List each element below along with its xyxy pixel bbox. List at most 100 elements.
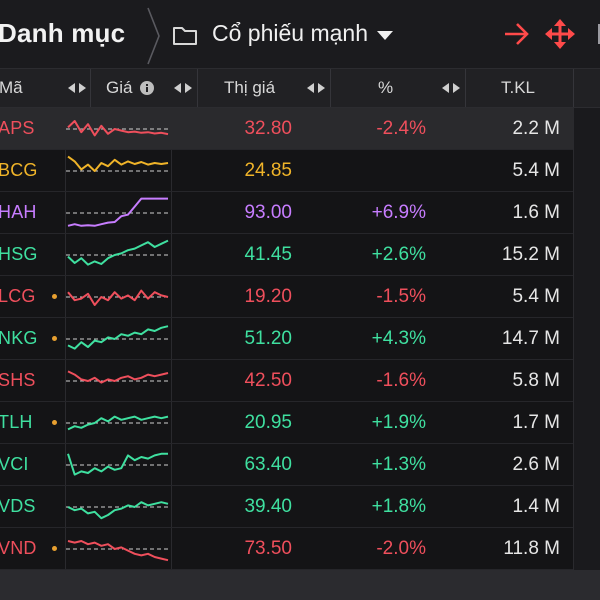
price-sparkline <box>66 370 170 384</box>
sparkline-path <box>67 415 169 431</box>
more-icon[interactable] <box>590 18 600 50</box>
alert-dot-icon <box>52 420 57 425</box>
row-price: 19.20 <box>244 286 292 307</box>
row-price: 93.00 <box>244 202 292 223</box>
row-volume: 1.7 M <box>512 412 560 433</box>
price-sparkline <box>66 289 170 306</box>
alert-dot-icon <box>52 546 57 551</box>
table-row[interactable]: SHS 42.50 -1.6% 5.8 M <box>0 360 600 402</box>
sparkline-path <box>67 155 169 172</box>
row-change: +4.3% <box>371 328 426 349</box>
sparkline-path <box>67 370 169 384</box>
column-divider <box>465 69 466 107</box>
row-price: 42.50 <box>244 370 292 391</box>
price-sparkline <box>66 540 170 562</box>
column-header-volume[interactable]: T.KL <box>501 78 536 97</box>
move-icon[interactable] <box>544 18 576 50</box>
row-change: +1.8% <box>371 496 426 517</box>
row-price: 63.40 <box>244 454 292 475</box>
row-price: 32.80 <box>244 118 292 139</box>
table-row[interactable]: LCG 19.20 -1.5% 5.4 M <box>0 276 600 318</box>
table-row[interactable]: HAH 93.00 +6.9% 1.6 M <box>0 192 600 234</box>
row-symbol: VDS <box>0 496 36 516</box>
column-header-price[interactable]: Thị giá <box>224 78 276 97</box>
row-symbol: VND <box>0 538 37 558</box>
row-change: +1.3% <box>371 454 426 475</box>
sparkline-path <box>67 120 169 137</box>
column-divider <box>197 69 198 107</box>
row-symbol: SHS <box>0 370 36 390</box>
alert-dot-icon <box>52 336 57 341</box>
row-price: 51.20 <box>244 328 292 349</box>
column-divider <box>65 108 66 570</box>
row-volume: 1.4 M <box>512 496 560 517</box>
scrollbar[interactable] <box>573 108 600 570</box>
sparkline-path <box>67 540 169 562</box>
chevron-down-icon[interactable] <box>377 31 393 41</box>
row-price: 20.95 <box>244 412 292 433</box>
row-change: -2.0% <box>376 538 426 559</box>
row-volume: 5.8 M <box>512 370 560 391</box>
row-volume: 5.4 M <box>512 286 560 307</box>
alert-dot-icon <box>52 294 57 299</box>
row-change: +1.9% <box>371 412 426 433</box>
sparkline-path <box>67 325 169 350</box>
folder-icon[interactable] <box>172 24 198 46</box>
column-header-symbol[interactable]: Mã <box>0 78 23 97</box>
sparkline-path <box>67 452 168 476</box>
row-change: -1.5% <box>376 286 426 307</box>
row-change: +2.6% <box>371 244 426 265</box>
page-title: Danh mục <box>0 18 126 48</box>
row-change: -2.4% <box>376 118 426 139</box>
table-row[interactable]: BCG 24.85 5.4 M <box>0 150 600 192</box>
bottom-bar <box>0 570 600 600</box>
row-volume: 14.7 M <box>501 328 560 349</box>
row-price: 73.50 <box>244 538 292 559</box>
row-symbol: BCG <box>0 160 38 180</box>
row-symbol: HSG <box>0 244 38 264</box>
row-change: +6.9% <box>371 202 426 223</box>
row-symbol: TLH <box>0 412 33 432</box>
table-header: Mã Giá Thị giá % T.KL <box>0 68 600 108</box>
sparkline-path <box>67 239 169 266</box>
top-bar: Danh mục Cổ phiếu mạnh <box>0 0 600 68</box>
row-volume: 15.2 M <box>501 244 560 265</box>
row-symbol: LCG <box>0 286 36 306</box>
table-row[interactable]: VND 73.50 -2.0% 11.8 M <box>0 528 600 570</box>
column-divider <box>171 108 172 570</box>
price-sparkline <box>66 239 170 266</box>
watchlist-selector[interactable]: Cổ phiếu mạnh <box>212 20 368 46</box>
price-sparkline <box>66 120 170 137</box>
row-volume: 1.6 M <box>512 202 560 223</box>
price-sparkline <box>66 325 170 350</box>
table-row[interactable]: NKG 51.20 +4.3% 14.7 M <box>0 318 600 360</box>
sort-arrows-icon[interactable] <box>305 81 327 95</box>
breadcrumb-separator-icon <box>147 7 160 65</box>
sort-arrows-icon[interactable] <box>440 81 462 95</box>
table-row[interactable]: TLH 20.95 +1.9% 1.7 M <box>0 402 600 444</box>
sparkline-path <box>67 289 169 306</box>
row-price: 39.40 <box>244 496 292 517</box>
row-symbol: NKG <box>0 328 38 348</box>
row-volume: 2.6 M <box>512 454 560 475</box>
row-change: -1.6% <box>376 370 426 391</box>
price-sparkline <box>66 452 170 476</box>
row-symbol: VCI <box>0 454 29 474</box>
price-sparkline <box>66 415 170 431</box>
table-row[interactable]: VCI 63.40 +1.3% 2.6 M <box>0 444 600 486</box>
table-row[interactable]: APS 32.80 -2.4% 2.2 M <box>0 108 600 150</box>
price-sparkline <box>66 155 170 172</box>
arrow-right-icon[interactable] <box>503 21 531 47</box>
column-header-spark[interactable]: Giá <box>106 78 133 97</box>
sort-arrows-icon[interactable] <box>66 81 88 95</box>
row-volume: 5.4 M <box>512 160 560 181</box>
info-icon[interactable] <box>139 80 155 96</box>
sort-arrows-icon[interactable] <box>172 81 194 95</box>
row-volume: 11.8 M <box>503 538 560 559</box>
table-row[interactable]: HSG 41.45 +2.6% 15.2 M <box>0 234 600 276</box>
price-sparkline <box>66 197 170 227</box>
sparkline-path <box>67 501 169 520</box>
row-volume: 2.2 M <box>512 118 560 139</box>
column-header-change[interactable]: % <box>378 78 394 97</box>
table-row[interactable]: VDS 39.40 +1.8% 1.4 M <box>0 486 600 528</box>
